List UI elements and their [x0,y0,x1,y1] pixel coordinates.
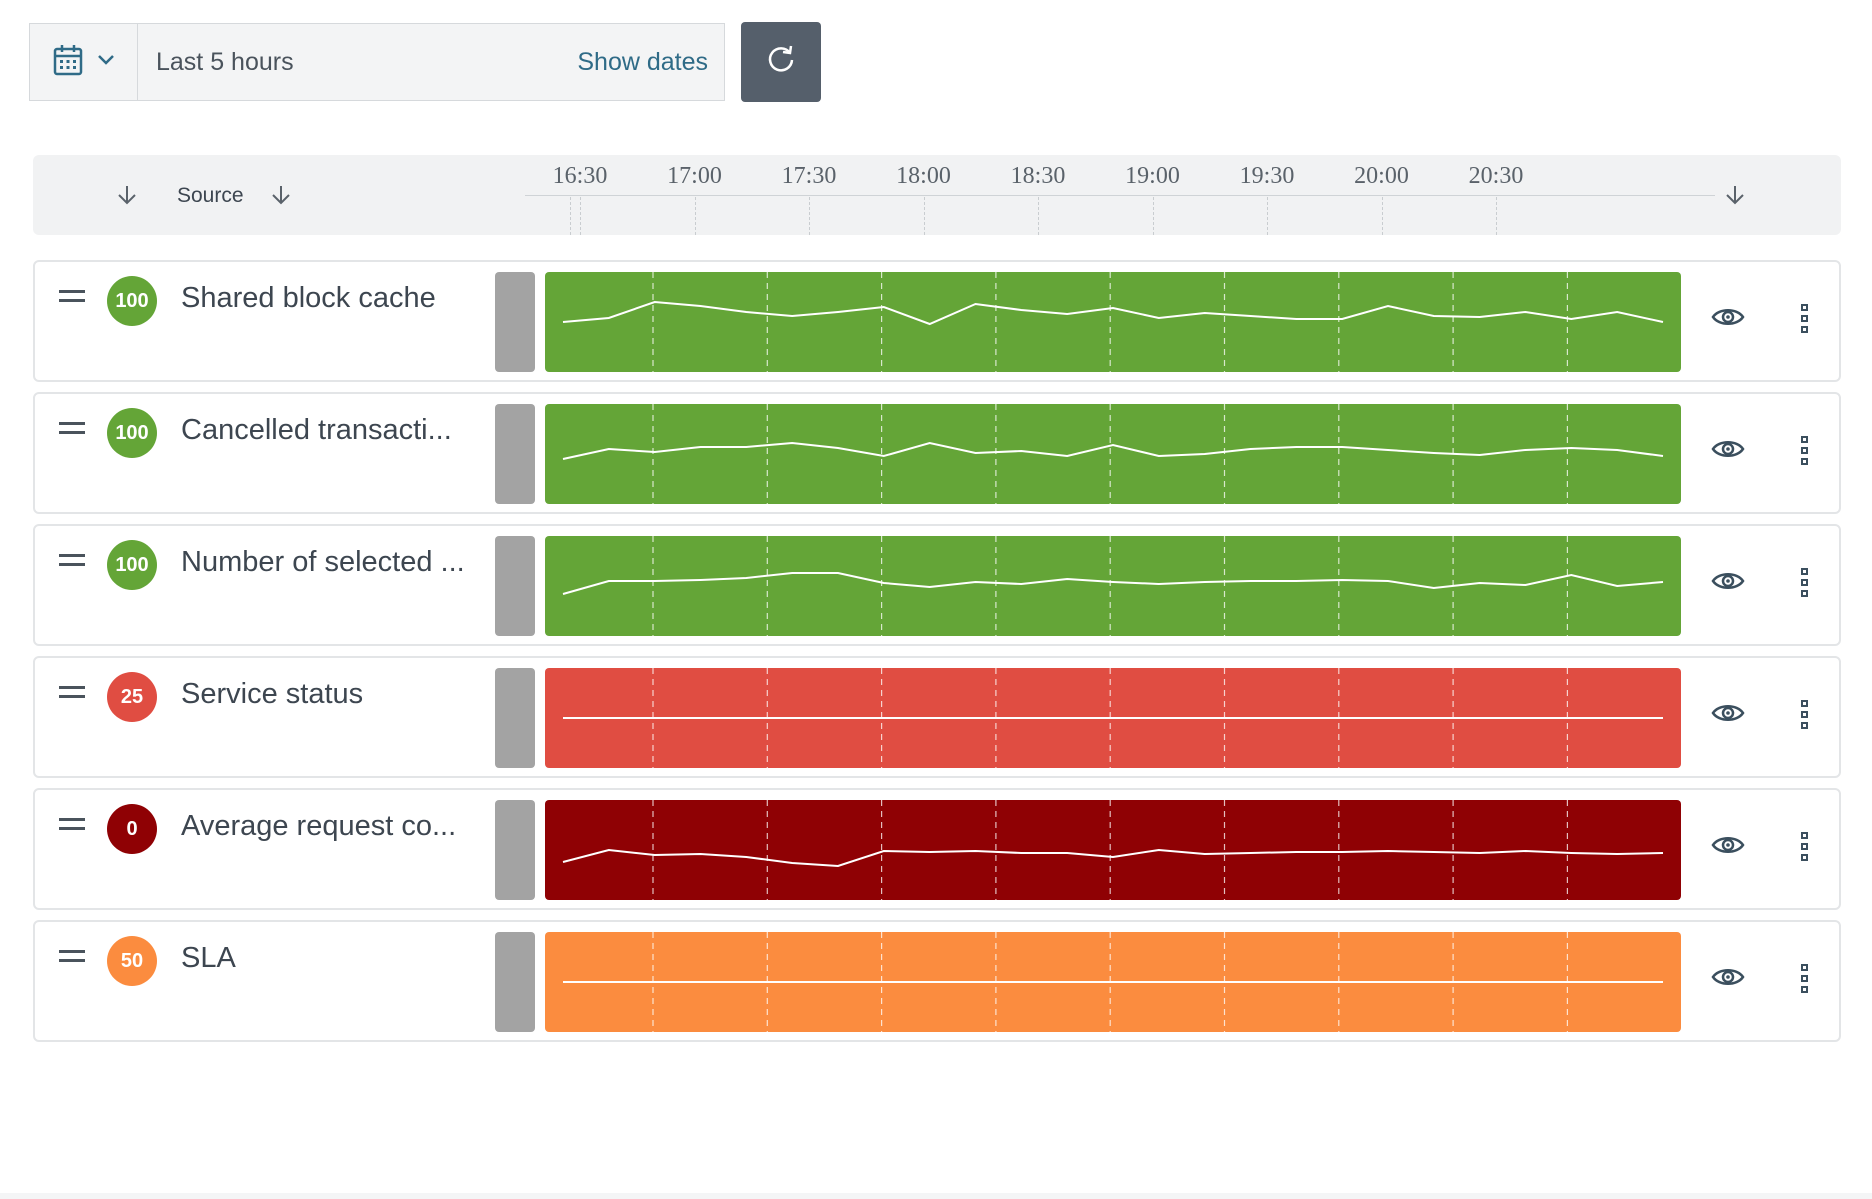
metric-sparkline-chart[interactable] [545,404,1681,504]
row-title[interactable]: Average request co... [181,810,457,842]
time-gridline [570,197,571,235]
status-block [495,800,535,900]
time-tick-label: 20:30 [1468,163,1524,189]
more-icon[interactable] [1801,964,1808,997]
time-tick-label: 18:00 [896,163,951,189]
status-block [495,932,535,1032]
time-tick-label: 19:30 [1239,163,1295,189]
time-axis: 16:30 17:00 17:30 18:00 18:30 19:00 19:30 20:00… [525,155,1715,235]
more-icon[interactable] [1801,436,1808,469]
calendar-dropdown-button[interactable] [30,24,138,100]
metric-sparkline-chart[interactable] [545,800,1681,900]
metric-sparkline-chart[interactable] [545,272,1681,372]
status-block [495,272,535,372]
eye-icon[interactable] [1711,437,1745,466]
time-tick-label: 19:00 [1125,163,1180,189]
sparkline-series [562,848,1664,868]
drag-handle-icon[interactable] [59,950,85,968]
metric-row: 50 SLA [33,920,1841,1042]
row-title[interactable]: SLA [181,942,236,974]
footer-strip [0,1193,1872,1199]
sparkline-svg [563,932,1663,1032]
row-title[interactable]: Shared block cache [181,282,436,314]
time-gridline [1267,197,1268,235]
status-block [495,536,535,636]
more-icon[interactable] [1801,700,1808,733]
status-block [495,404,535,504]
eye-icon[interactable] [1711,305,1745,334]
status-block [495,668,535,768]
eye-icon[interactable] [1711,569,1745,598]
more-icon[interactable] [1801,304,1808,337]
drag-handle-icon[interactable] [59,554,85,572]
time-gridline [1152,197,1154,235]
chevron-down-icon [97,53,115,71]
metric-row: 100 Number of selected ... [33,524,1841,646]
calendar-icon [53,44,83,81]
row-title[interactable]: Cancelled transacti... [181,414,452,446]
time-range-label: Last 5 hours [156,47,294,76]
show-dates-link[interactable]: Show dates [577,47,708,76]
score-badge: 100 [107,540,157,590]
drag-handle-icon[interactable] [59,686,85,704]
eye-icon[interactable] [1711,965,1745,994]
metric-sparkline-chart[interactable] [545,932,1681,1032]
score-badge: 25 [107,672,157,722]
more-icon[interactable] [1801,832,1808,865]
sparkline-svg [562,800,1664,900]
metric-row: 25 Service status [33,656,1841,778]
sparkline-series [562,441,1664,460]
time-gridline [694,197,696,235]
time-range-selector: Last 5 hours Show dates [29,23,725,101]
row-title[interactable]: Number of selected ... [181,546,465,578]
score-badge: 0 [107,804,157,854]
score-badge: 50 [107,936,157,986]
time-gridline [923,197,925,235]
drag-handle-icon[interactable] [59,818,85,836]
sort-actions-arrow-icon[interactable] [1723,183,1747,212]
sort-source-arrow-icon[interactable] [269,183,293,212]
time-tick-label: 17:00 [667,163,722,189]
time-range-toolbar: Last 5 hours Show dates [29,22,821,102]
source-column-header[interactable]: Source [177,184,244,207]
sort-score-arrow-icon[interactable] [115,183,139,212]
time-tick-label: 16:30 [552,163,608,189]
more-icon[interactable] [1801,568,1808,601]
time-tick-label: 17:30 [781,163,837,189]
refresh-button[interactable] [741,22,821,102]
drag-handle-icon[interactable] [59,290,85,308]
table-header: Source 16:30 17:00 17:30 18:00 18:30 19:00 19:… [33,155,1841,235]
metric-sparkline-chart[interactable] [545,536,1681,636]
time-gridline [809,197,810,235]
sparkline-svg [562,404,1664,504]
sparkline-series [562,300,1664,326]
sparkline-svg [562,536,1664,636]
metric-row: 100 Shared block cache [33,260,1841,382]
time-gridline [1381,197,1383,235]
time-tick-label: 18:30 [1010,163,1066,189]
score-badge: 100 [107,276,157,326]
metric-row: 100 Cancelled transacti... [33,392,1841,514]
row-title[interactable]: Service status [181,678,364,710]
metric-sparkline-chart[interactable] [545,668,1681,768]
score-badge: 100 [107,408,157,458]
eye-icon[interactable] [1711,833,1745,862]
eye-icon[interactable] [1711,701,1745,730]
sparkline-series [562,572,1664,595]
sparkline-svg [563,668,1663,768]
refresh-icon [766,45,796,80]
metric-row: 0 Average request co... [33,788,1841,910]
time-tick-label: 20:00 [1354,163,1409,189]
sparkline-svg [562,272,1664,372]
time-gridline [1038,197,1039,235]
drag-handle-icon[interactable] [59,422,85,440]
time-gridline [580,197,581,235]
time-gridline [1496,197,1497,235]
